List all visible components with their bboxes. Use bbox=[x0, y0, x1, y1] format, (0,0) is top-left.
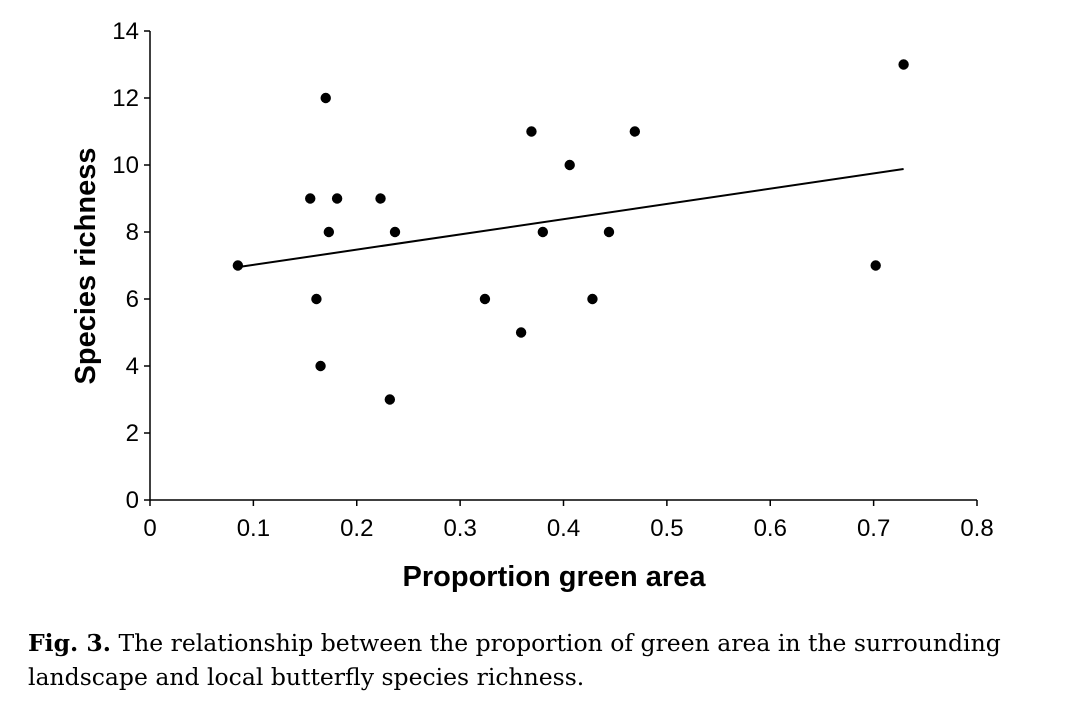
x-axis-title: Proportion green area bbox=[403, 561, 707, 593]
trend-line bbox=[237, 168, 904, 269]
data-point bbox=[384, 394, 396, 405]
data-point bbox=[587, 293, 598, 305]
data-point bbox=[323, 226, 335, 238]
data-point bbox=[629, 126, 641, 137]
y-tick-label: 2 bbox=[126, 420, 139, 447]
caption-label: Fig. 3. bbox=[28, 629, 111, 657]
data-point bbox=[898, 59, 909, 70]
y-tick-label: 6 bbox=[126, 286, 139, 313]
data-point bbox=[564, 159, 575, 171]
data-point bbox=[305, 193, 316, 204]
data-point bbox=[315, 360, 326, 372]
x-tick-label: 0.6 bbox=[754, 515, 787, 542]
data-point bbox=[515, 327, 527, 338]
x-tick-label: 0.1 bbox=[237, 515, 270, 542]
x-tick-label: 0.2 bbox=[340, 515, 373, 542]
data-points bbox=[232, 59, 909, 405]
data-point bbox=[870, 260, 881, 271]
y-tick-label: 8 bbox=[126, 219, 139, 246]
data-point bbox=[526, 126, 537, 137]
data-point bbox=[479, 293, 491, 305]
x-tick-label: 0.3 bbox=[443, 515, 476, 542]
data-point bbox=[320, 92, 331, 104]
caption-text: The relationship between the proportion … bbox=[28, 629, 1001, 691]
data-point bbox=[311, 293, 322, 305]
y-tick-label: 0 bbox=[126, 487, 139, 514]
y-axis-title: Species richness bbox=[70, 148, 102, 385]
y-tick-label: 4 bbox=[126, 353, 139, 380]
x-tick-label: 0.5 bbox=[650, 515, 683, 542]
data-point bbox=[537, 226, 549, 238]
x-tick-label: 0 bbox=[143, 515, 156, 542]
data-point bbox=[232, 260, 244, 271]
figure-caption: Fig. 3. The relationship between the pro… bbox=[28, 626, 1038, 694]
y-axis: 0 2 4 6 8 10 12 14 bbox=[112, 18, 151, 514]
data-point bbox=[375, 193, 386, 204]
data-point bbox=[389, 226, 401, 238]
y-tick-label: 10 bbox=[112, 152, 139, 179]
y-tick-label: 14 bbox=[112, 18, 139, 45]
x-tick-label: 0.8 bbox=[960, 515, 993, 542]
data-point bbox=[603, 226, 615, 238]
x-tick-label: 0.7 bbox=[857, 515, 890, 542]
scatter-chart: 0 2 4 6 8 10 12 14 0 0.1 0.2 0.3 0.4 0.5 0.6 0.7 0.8 Pr… bbox=[70, 18, 994, 593]
y-tick-label: 12 bbox=[112, 85, 139, 112]
data-point bbox=[331, 193, 343, 204]
x-tick-label: 0.4 bbox=[547, 515, 580, 542]
x-axis: 0 0.1 0.2 0.3 0.4 0.5 0.6 0.7 0.8 bbox=[143, 499, 994, 542]
